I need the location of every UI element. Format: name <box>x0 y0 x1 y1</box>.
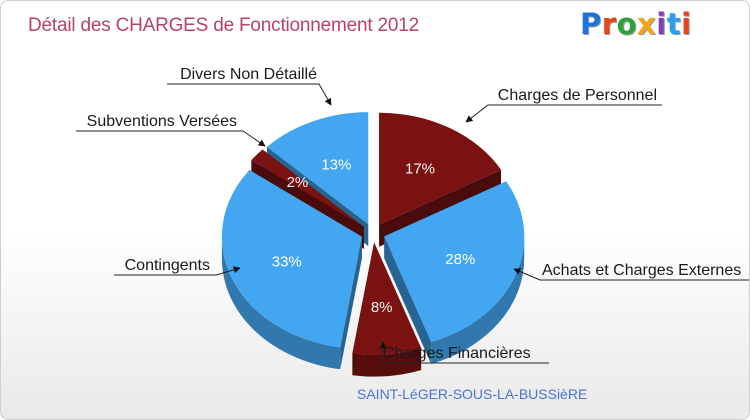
slice-percent-label: 8% <box>371 299 393 316</box>
leader-line <box>513 268 749 281</box>
logo-letter: i <box>681 7 692 41</box>
leader-line <box>167 83 332 106</box>
pie-slice <box>384 181 525 342</box>
category-label: Subventions Versées <box>87 113 237 130</box>
category-label: Charges de Personnel <box>498 87 657 104</box>
pie-slice <box>251 149 364 227</box>
logo-letter: t <box>666 7 682 41</box>
slice-percent-label: 2% <box>287 174 309 191</box>
logo-letter: i <box>656 7 667 41</box>
category-label: Divers Non Détaillé <box>180 66 317 83</box>
slice-percent-label: 28% <box>445 251 475 268</box>
leader-line <box>114 266 241 276</box>
pie-slice <box>352 242 422 355</box>
category-label: Contingents <box>125 257 210 274</box>
pie-slice <box>379 112 502 225</box>
slice-percent-label: 13% <box>321 156 351 173</box>
logo-letter: P <box>580 7 602 41</box>
pie-slice <box>267 112 369 225</box>
pie-slice <box>221 169 362 348</box>
chart-title: Détail des CHARGES de Fonctionnement 201… <box>28 15 420 36</box>
leader-line <box>465 104 662 123</box>
logo-letter: x <box>637 7 657 41</box>
leader-line <box>76 130 266 147</box>
proxiti-logo: Proxiti <box>580 7 692 41</box>
leader-line <box>379 341 549 364</box>
category-label: Achats et Charges Externes <box>542 262 741 279</box>
slice-percent-label: 17% <box>405 161 435 178</box>
logo-letter: r <box>601 7 617 41</box>
category-label: Charges Financières <box>383 345 531 362</box>
logo-letter: o <box>616 7 638 41</box>
slice-percent-label: 33% <box>272 253 302 270</box>
commune-name: SAINT-LéGER-SOUS-LA-BUSSièRE <box>357 386 588 402</box>
